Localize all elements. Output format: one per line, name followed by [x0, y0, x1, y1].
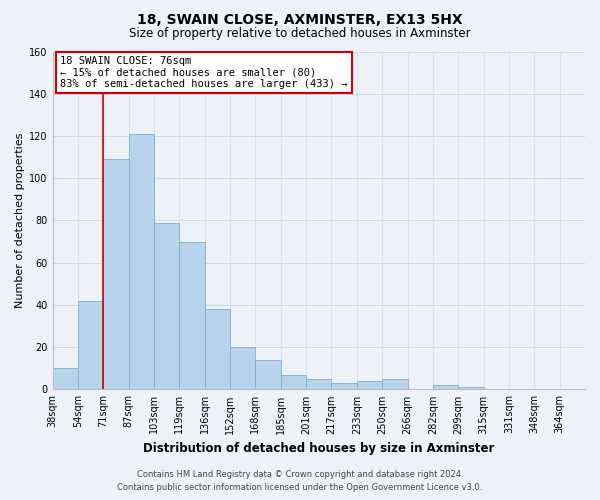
Bar [458, 388, 484, 390]
Text: Contains HM Land Registry data © Crown copyright and database right 2024.
Contai: Contains HM Land Registry data © Crown c… [118, 470, 482, 492]
Bar [205, 309, 230, 390]
Bar [53, 368, 78, 390]
Bar [128, 134, 154, 390]
Y-axis label: Number of detached properties: Number of detached properties [15, 133, 25, 308]
Bar [103, 159, 128, 390]
Bar [281, 374, 306, 390]
Bar [357, 381, 382, 390]
Bar [78, 300, 103, 390]
Bar [230, 347, 256, 390]
Bar [382, 379, 407, 390]
Bar [306, 379, 331, 390]
Text: Size of property relative to detached houses in Axminster: Size of property relative to detached ho… [129, 28, 471, 40]
Bar [331, 383, 357, 390]
Bar [154, 222, 179, 390]
X-axis label: Distribution of detached houses by size in Axminster: Distribution of detached houses by size … [143, 442, 494, 455]
Text: 18 SWAIN CLOSE: 76sqm
← 15% of detached houses are smaller (80)
83% of semi-deta: 18 SWAIN CLOSE: 76sqm ← 15% of detached … [60, 56, 347, 89]
Bar [179, 242, 205, 390]
Text: 18, SWAIN CLOSE, AXMINSTER, EX13 5HX: 18, SWAIN CLOSE, AXMINSTER, EX13 5HX [137, 12, 463, 26]
Bar [433, 385, 458, 390]
Bar [256, 360, 281, 390]
